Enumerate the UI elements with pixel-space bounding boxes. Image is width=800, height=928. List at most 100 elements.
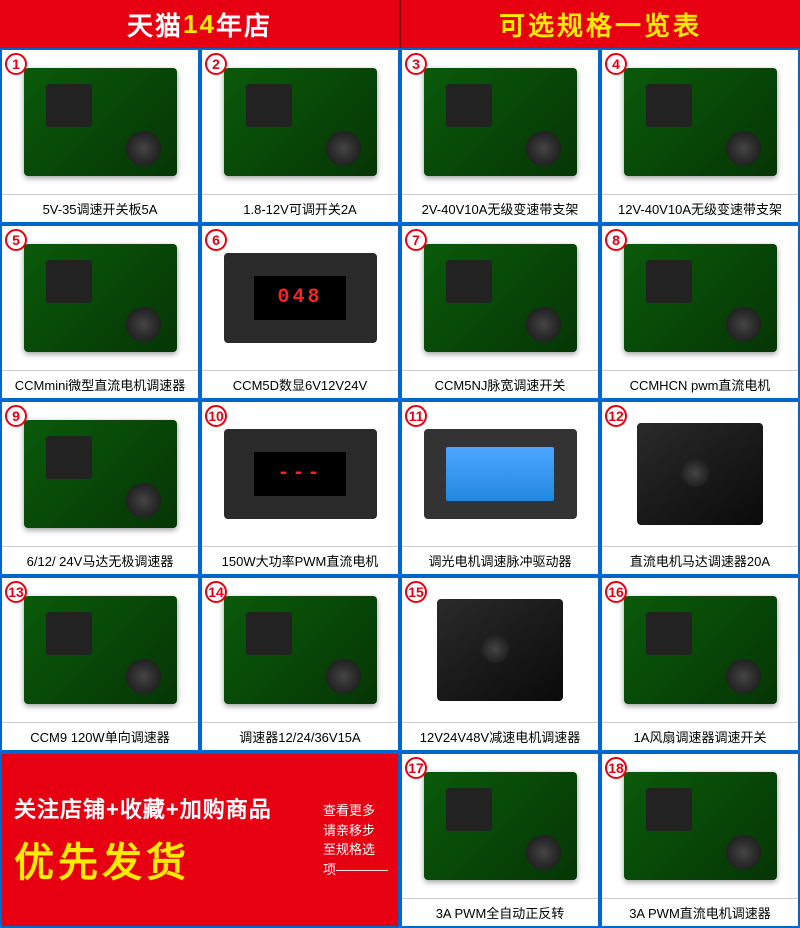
product-image	[402, 226, 598, 370]
number-badge: 13	[5, 581, 27, 603]
product-cell[interactable]: 2 1.8-12V可调开关2A	[200, 48, 400, 224]
promo-side: 查看更多请亲移步至规格选项————	[323, 801, 388, 879]
pcb-board	[424, 772, 577, 881]
pcb-board	[624, 596, 777, 705]
product-caption: CCM5NJ脉宽调速开关	[402, 370, 598, 398]
product-caption: 3A PWM直流电机调速器	[602, 898, 798, 926]
product-image	[602, 226, 798, 370]
number-badge: 6	[205, 229, 227, 251]
product-cell[interactable]: 11 调光电机调速脉冲驱动器	[400, 400, 600, 576]
product-caption: CCMmini微型直流电机调速器	[2, 370, 198, 398]
header-right: 可选规格一览表	[399, 0, 800, 48]
product-caption: 12V24V48V减速电机调速器	[402, 722, 598, 750]
number-badge: 1	[5, 53, 27, 75]
digital-module: 048	[224, 253, 377, 343]
promo-block: 关注店铺+收藏+加购商品优先发货查看更多请亲移步至规格选项————	[0, 752, 400, 928]
product-image	[402, 50, 598, 194]
lcd-screen	[446, 447, 553, 501]
pcb-board	[624, 244, 777, 353]
product-caption: 12V-40V10A无级变速带支架	[602, 194, 798, 222]
product-caption: CCM5D数显6V12V24V	[202, 370, 398, 398]
product-cell[interactable]: 4 12V-40V10A无级变速带支架	[600, 48, 800, 224]
header-prefix: 天猫	[127, 6, 183, 43]
product-cell[interactable]: 12 直流电机马达调速器20A	[600, 400, 800, 576]
product-cell[interactable]: 8 CCMHCN pwm直流电机	[600, 224, 800, 400]
digital-readout: 048	[254, 276, 346, 321]
header-bar: 天猫 14 年店 可选规格一览表	[0, 0, 800, 48]
product-image	[202, 50, 398, 194]
number-badge: 11	[405, 405, 427, 427]
product-caption: 调光电机调速脉冲驱动器	[402, 546, 598, 574]
number-badge: 12	[605, 405, 627, 427]
product-cell[interactable]: 96/12/ 24V马达无极调速器	[0, 400, 200, 576]
number-badge: 2	[205, 53, 227, 75]
number-badge: 4	[605, 53, 627, 75]
product-image	[402, 402, 598, 546]
product-cell[interactable]: 14 调速器12/24/36V15A	[200, 576, 400, 752]
lcd-module	[424, 429, 577, 519]
product-caption: 150W大功率PWM直流电机	[202, 546, 398, 574]
product-image	[602, 402, 798, 546]
product-cell[interactable]: 16 1A风扇调速器调速开关	[600, 576, 800, 752]
controller-box	[637, 423, 763, 525]
product-caption: 1.8-12V可调开关2A	[202, 194, 398, 222]
pcb-board	[624, 68, 777, 177]
header-suffix: 年店	[216, 6, 272, 43]
digital-readout: ---	[254, 452, 346, 497]
product-image	[2, 226, 198, 370]
product-image: ---	[202, 402, 398, 546]
product-cell[interactable]: 18 3A PWM直流电机调速器	[600, 752, 800, 928]
product-image	[602, 50, 798, 194]
number-badge: 3	[405, 53, 427, 75]
digital-module: ---	[224, 429, 377, 519]
product-caption: 调速器12/24/36V15A	[202, 722, 398, 750]
number-badge: 16	[605, 581, 627, 603]
pcb-board	[624, 772, 777, 881]
product-image	[402, 754, 598, 898]
header-left: 天猫 14 年店	[0, 0, 399, 48]
product-image: 048	[202, 226, 398, 370]
product-caption: 直流电机马达调速器20A	[602, 546, 798, 574]
header-highlight: 14	[183, 9, 216, 40]
product-caption: 1A风扇调速器调速开关	[602, 722, 798, 750]
product-image	[2, 402, 198, 546]
product-cell[interactable]: 6 048 CCM5D数显6V12V24V	[200, 224, 400, 400]
product-image	[602, 754, 798, 898]
pcb-board	[24, 68, 177, 177]
product-caption: CCMHCN pwm直流电机	[602, 370, 798, 398]
product-caption: 5V-35调速开关板5A	[2, 194, 198, 222]
product-caption: 3A PWM全自动正反转	[402, 898, 598, 926]
pcb-board	[24, 244, 177, 353]
number-badge: 14	[205, 581, 227, 603]
number-badge: 7	[405, 229, 427, 251]
number-badge: 15	[405, 581, 427, 603]
product-image	[2, 50, 198, 194]
product-cell[interactable]: 15 12V24V48V减速电机调速器	[400, 576, 600, 752]
number-badge: 18	[605, 757, 627, 779]
product-cell[interactable]: 5 CCMmini微型直流电机调速器	[0, 224, 200, 400]
number-badge: 5	[5, 229, 27, 251]
product-cell[interactable]: 13 CCM9 120W单向调速器	[0, 576, 200, 752]
product-caption: CCM9 120W单向调速器	[2, 722, 198, 750]
product-cell[interactable]: 17 3A PWM全自动正反转	[400, 752, 600, 928]
pcb-board	[424, 244, 577, 353]
pcb-board	[224, 596, 377, 705]
number-badge: 8	[605, 229, 627, 251]
product-image	[402, 578, 598, 722]
pcb-board	[24, 596, 177, 705]
product-image	[602, 578, 798, 722]
pcb-board	[424, 68, 577, 177]
product-grid: 1 5V-35调速开关板5A 2 1.8-12V可调开关2A 3 2V-40V10A无级变…	[0, 48, 800, 928]
product-caption: 6/12/ 24V马达无极调速器	[2, 546, 198, 574]
product-cell[interactable]: 3 2V-40V10A无级变速带支架	[400, 48, 600, 224]
product-cell[interactable]: 10 --- 150W大功率PWM直流电机	[200, 400, 400, 576]
product-image	[2, 578, 198, 722]
product-image	[202, 578, 398, 722]
number-badge: 10	[205, 405, 227, 427]
product-caption: 2V-40V10A无级变速带支架	[402, 194, 598, 222]
controller-box	[437, 599, 563, 701]
number-badge: 17	[405, 757, 427, 779]
pcb-board	[224, 68, 377, 177]
product-cell[interactable]: 7 CCM5NJ脉宽调速开关	[400, 224, 600, 400]
product-cell[interactable]: 1 5V-35调速开关板5A	[0, 48, 200, 224]
